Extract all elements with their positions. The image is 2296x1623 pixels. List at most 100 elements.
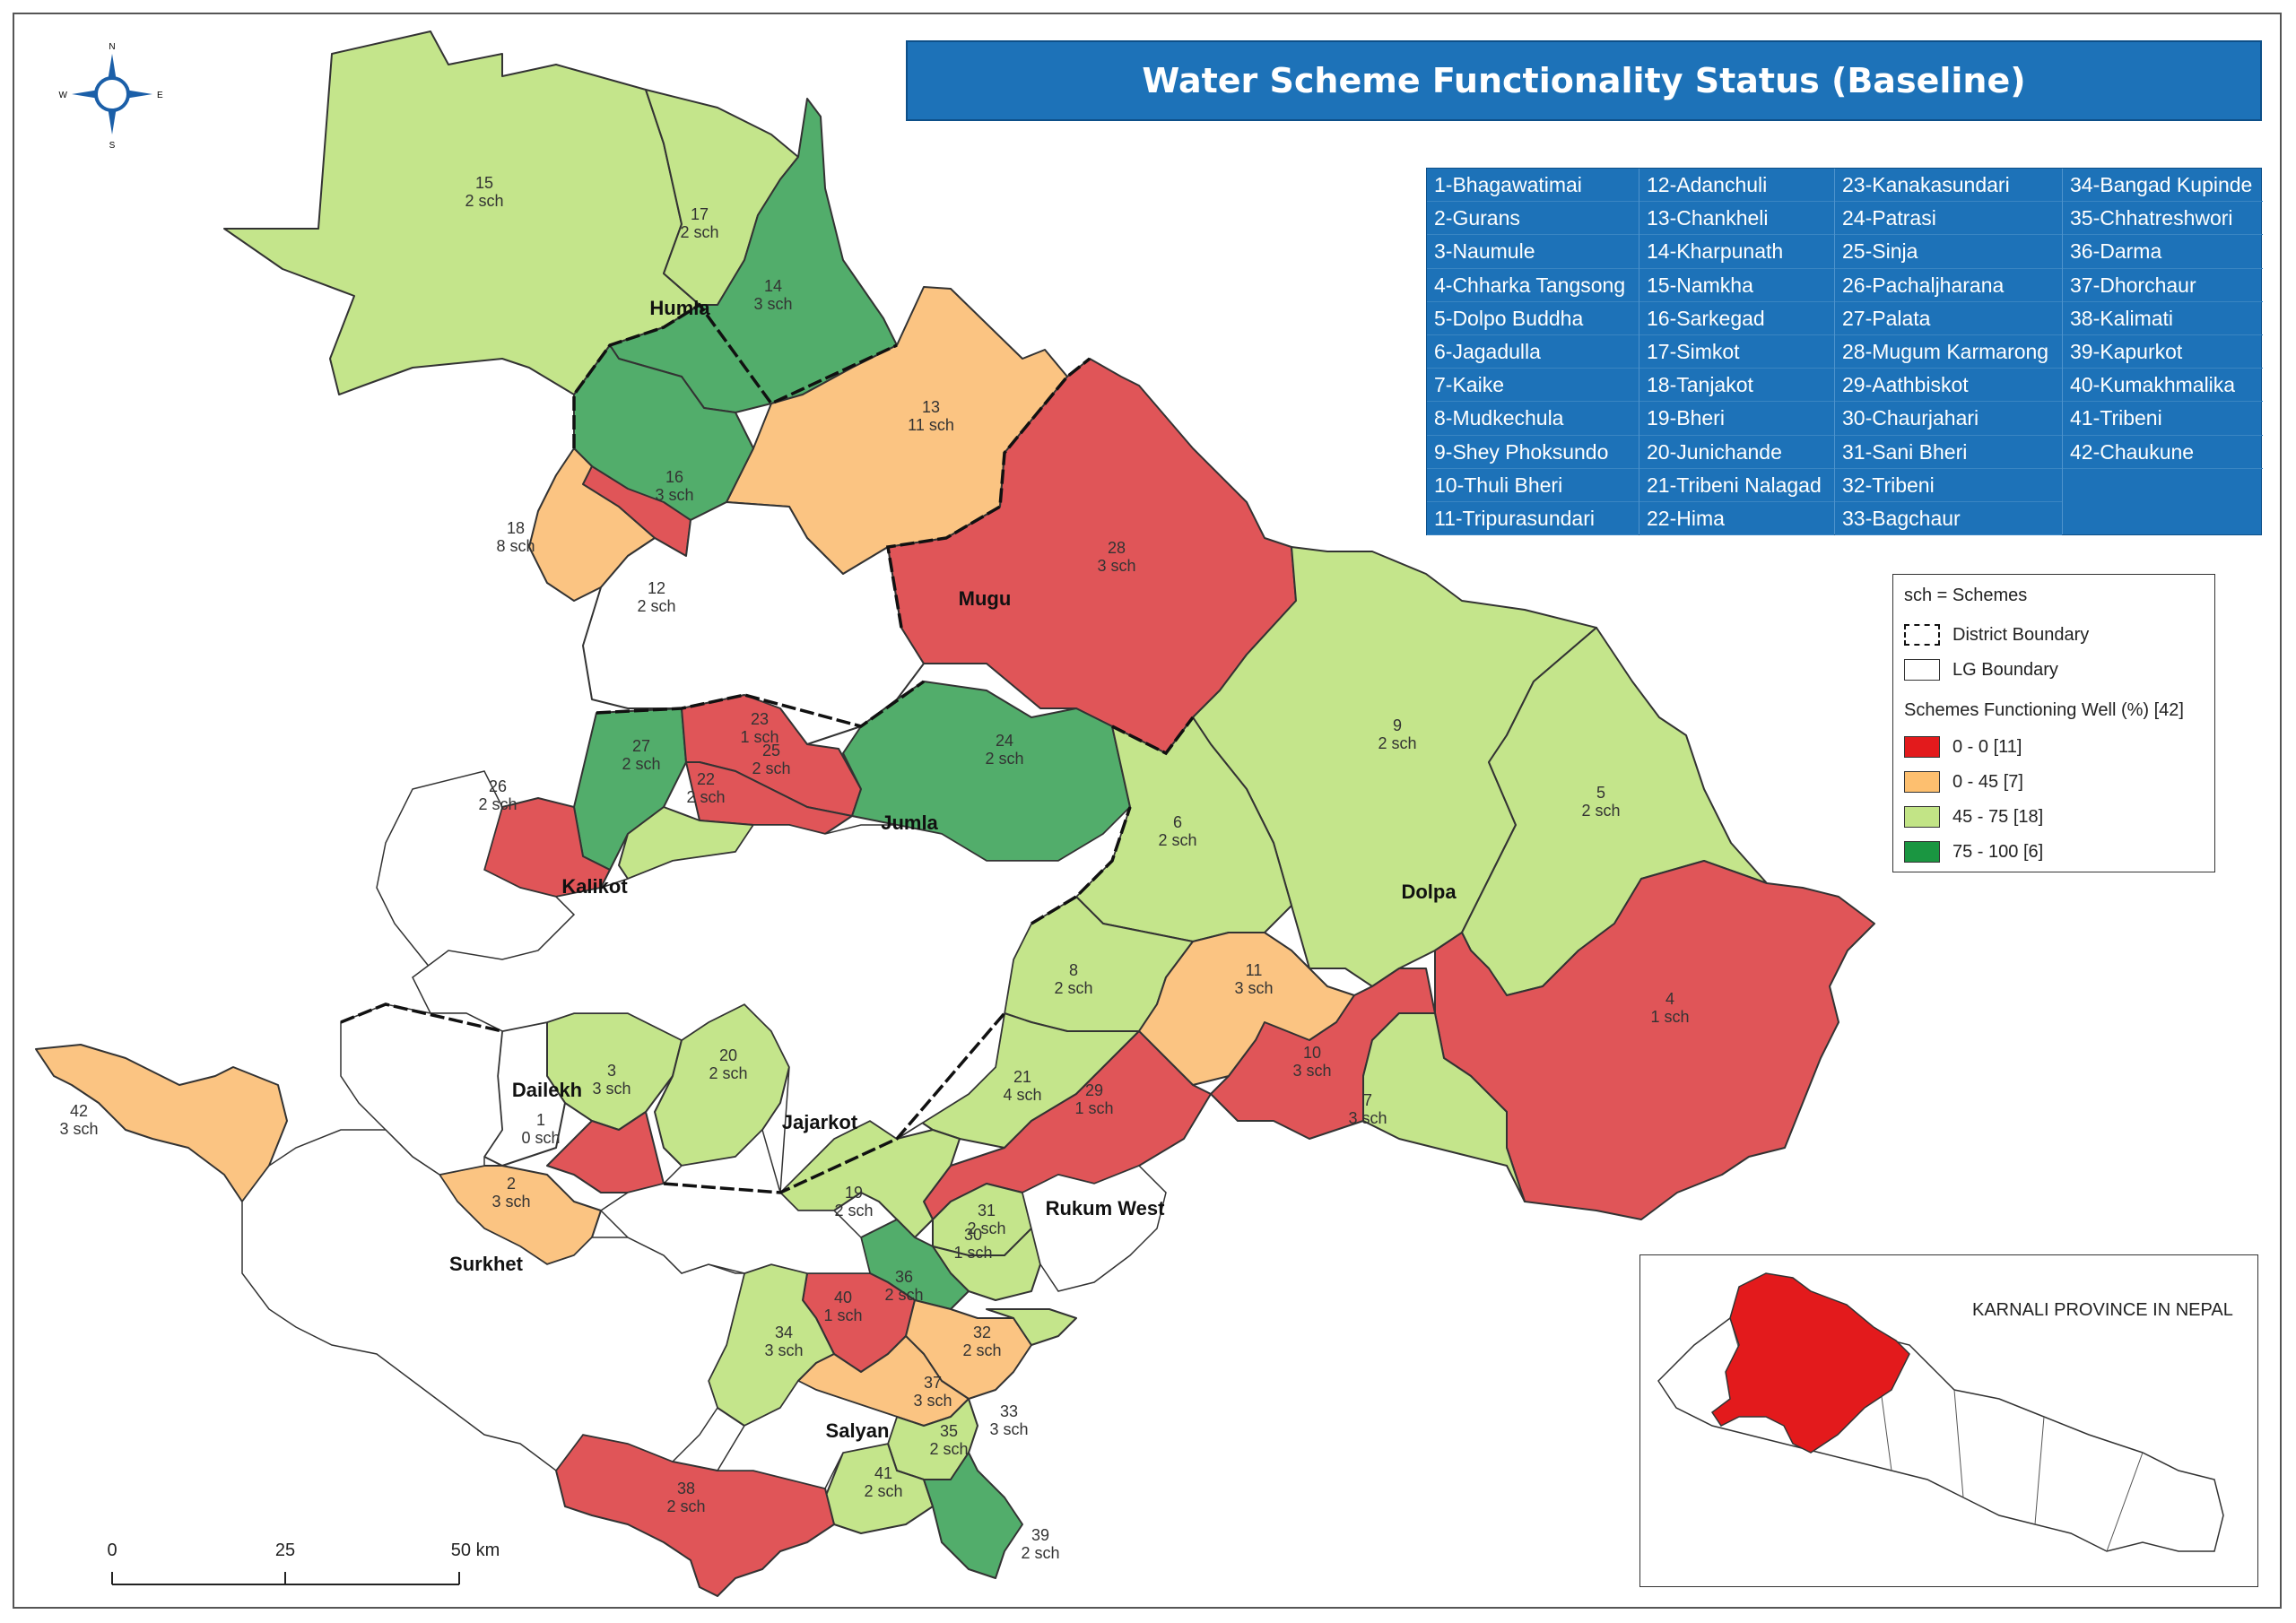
lg-label-number: 41 [874,1464,892,1482]
lg-label-40: 40 1 sch [823,1289,862,1324]
lg-list-item: 7-Kaike [1427,369,1639,403]
lg-label-schemes: 2 sch [1581,802,1620,820]
lg-list-item: 35-Chhatreshwori [2063,202,2263,236]
lg-list-item: 16-Sarkegad [1639,302,1834,335]
lg-list-item: 22-Hima [1639,502,1834,536]
inset-map: KARNALI PROVINCE IN NEPAL [1639,1254,2258,1587]
lg-list-item: 41-Tribeni [2063,402,2263,436]
legend-class-label-0: 0 - 0 [11] [1952,736,2022,757]
lg-list-item: 1-Bhagawatimai [1427,169,1639,203]
lg-label-number: 17 [691,205,709,223]
legend-class-3: 75 - 100 [6] [1904,841,2043,863]
lg-label-17: 17 2 sch [680,205,718,241]
lg-label-36: 36 2 sch [884,1268,923,1304]
lg-label-schemes: 2 sch [1054,979,1092,997]
lg-label-schemes: 3 sch [913,1392,952,1410]
lg-label-number: 13 [922,398,940,416]
lg-label-number: 5 [1596,784,1605,802]
lg-list-item: 39-Kapurkot [2063,335,2263,369]
legend-class-label-2: 45 - 75 [18] [1952,806,2044,827]
lg-label-schemes: 1 sch [1074,1099,1113,1117]
lg-label-10: 10 3 sch [1292,1044,1331,1080]
lg-label-schemes: 3 sch [764,1341,803,1359]
legend-swatch-3 [1904,841,1940,863]
district-label-jajarkot: Jajarkot [782,1111,858,1133]
lg-label-number: 14 [764,277,782,295]
lg-label-38: 38 2 sch [666,1480,705,1515]
scale-tick-0: 0 [107,1541,117,1560]
lg-label-schemes: 2 sch [864,1482,902,1500]
lg-list-item: 12-Adanchuli [1639,169,1834,203]
lg-label-number: 21 [1013,1068,1031,1086]
district-boundary-humla [572,302,898,448]
lg-list-item: 3-Naumule [1427,235,1639,269]
lg-label-18: 18 8 sch [496,519,535,555]
lg-list-item: 37-Dhorchaur [2063,269,2263,302]
lg-list-col-4: 34-Bangad Kupinde 35-Chhatreshwori 36-Darm… [2063,169,2263,534]
district-label-mugu: Mugu [959,587,1012,610]
legend: sch = Schemes District Boundary LG Bound… [1892,574,2215,872]
lg-label-schemes: 3 sch [491,1193,530,1211]
lg-label-schemes: 2 sch [465,192,503,210]
legend-class-1: 0 - 45 [7] [1904,771,2023,793]
lg-list-item: 30-Chaurjahari [1835,402,2062,436]
lg-list-item: 21-Tribeni Nalagad [1639,469,1834,502]
lg-label-schemes: 2 sch [1378,734,1416,752]
legend-district-boundary: District Boundary [1904,624,2089,646]
district-boundary-swatch [1904,624,1940,646]
lg-label-number: 25 [762,742,780,759]
lg-label-20: 20 2 sch [709,1046,747,1082]
lg-label-number: 10 [1303,1044,1321,1062]
legend-sch-note: sch = Schemes [1904,586,2027,606]
district-boundary-mugu [885,357,1091,629]
lg-label-schemes: 3 sch [989,1420,1028,1438]
lg-label-schemes: 3 sch [1348,1109,1387,1127]
lg-label-schemes: 2 sch [834,1202,873,1219]
lg-label-number: 12 [648,579,665,597]
lg-label-schemes: 2 sch [962,1341,1001,1359]
lg-label-number: 18 [507,519,525,537]
lg-list-item: 6-Jagadulla [1427,335,1639,369]
lg-list-item: 20-Junichande [1639,436,1834,469]
lg-label-schemes: 2 sch [752,759,790,777]
lg-poly-blank-d [241,1129,745,1472]
lg-list-item: 27-Palata [1835,302,2062,335]
legend-district-boundary-text: District Boundary [1952,624,2090,645]
lg-label-schemes: 8 sch [496,537,535,555]
legend-class-label-3: 75 - 100 [6] [1952,841,2044,862]
lg-list-item: 17-Simkot [1639,335,1834,369]
lg-poly-1b [546,1111,665,1193]
lg-label-schemes: 2 sch [637,597,675,615]
district-label-rukum-west: Rukum West [1046,1197,1166,1219]
lg-label-schemes: 1 sch [823,1306,862,1324]
lg-poly-blank-c [340,1003,503,1176]
lg-label-schemes: 1 sch [953,1244,992,1262]
lg-list-item: 15-Namkha [1639,269,1834,302]
lg-list-item: 36-Darma [2063,235,2263,269]
lg-label-number: 16 [665,468,683,486]
compass-n: N [109,42,115,52]
scale-bar: 0 25 50 km [107,1541,500,1585]
compass-w: W [59,91,68,100]
lg-label-33: 33 3 sch [989,1402,1028,1438]
district-label-kalikot: Kalikot [561,875,628,898]
district-boundary-south [340,1002,1006,1194]
lg-list-col-1: 1-Bhagawatimai 2-Gurans 3-Naumule 4-Chharka… [1427,169,1639,536]
lg-label-27: 27 2 sch [622,737,660,773]
lg-label-number: 23 [751,710,769,728]
lg-label-25: 25 2 sch [752,742,790,777]
lg-label-23: 23 1 sch [740,710,778,746]
lg-label-schemes: 0 sch [521,1129,560,1147]
lg-label-schemes: 2 sch [666,1497,705,1515]
lg-label-34: 34 3 sch [764,1324,803,1359]
lg-label-schemes: 4 sch [1003,1086,1041,1104]
lg-label-24: 24 2 sch [985,732,1023,768]
lg-label-number: 11 [1246,961,1263,979]
lg-label-schemes: 3 sch [592,1080,631,1098]
